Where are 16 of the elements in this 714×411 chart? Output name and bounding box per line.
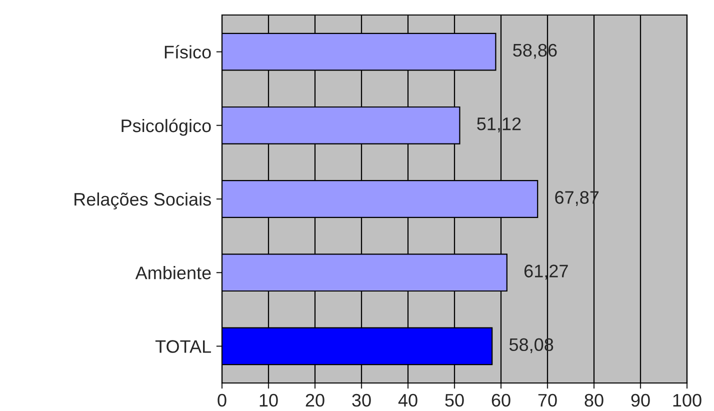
x-tick-label: 70 bbox=[538, 394, 557, 407]
x-tick-label: 60 bbox=[492, 394, 510, 407]
x-tick-label: 40 bbox=[398, 394, 418, 407]
y-tick-label: Relações Sociais bbox=[74, 192, 211, 210]
x-tick-label: 30 bbox=[352, 394, 371, 407]
x-tick-label: 10 bbox=[260, 394, 278, 407]
x-tick-label: 0 bbox=[218, 394, 226, 407]
y-tick-label: Físico bbox=[164, 45, 211, 59]
x-tick-label: 90 bbox=[631, 394, 650, 407]
y-tick-label: TOTAL bbox=[155, 340, 211, 353]
y-tick-label: Ambiente bbox=[135, 266, 211, 280]
x-tick-label: 80 bbox=[584, 394, 604, 407]
y-tick-label: Psicológico bbox=[122, 118, 211, 136]
x-tick-label: 50 bbox=[445, 394, 464, 407]
x-tick-label: 100 bbox=[673, 394, 702, 407]
x-tick-label: 20 bbox=[306, 394, 324, 407]
